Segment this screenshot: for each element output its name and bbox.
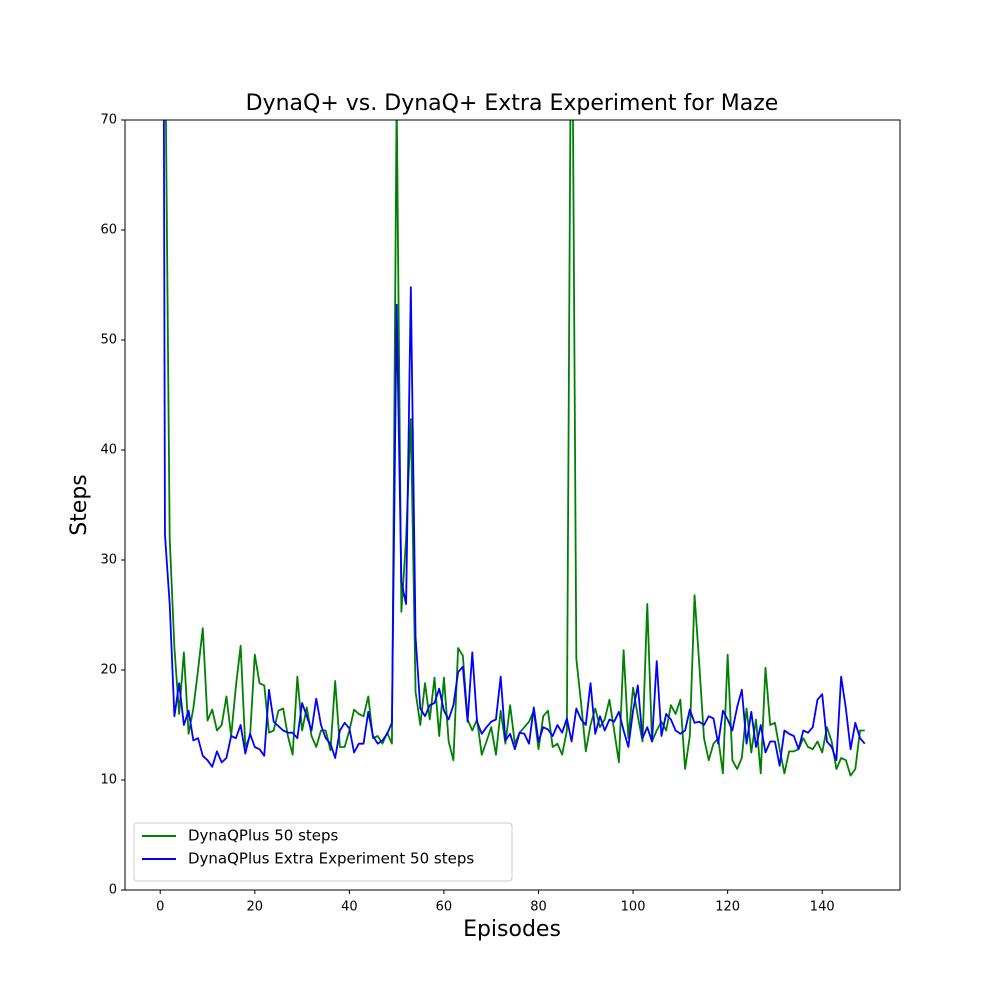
x-tick-label: 120 <box>715 900 740 915</box>
y-tick-label: 40 <box>100 443 117 458</box>
x-tick-label: 0 <box>156 900 164 915</box>
x-axis-label: Episodes <box>463 917 561 942</box>
legend-label: DynaQPlus 50 steps <box>188 827 339 845</box>
y-tick-label: 70 <box>100 113 117 128</box>
plot-frame <box>124 119 901 891</box>
x-tick-label: 80 <box>530 900 547 915</box>
y-tick-label: 30 <box>100 553 117 568</box>
legend-box <box>133 822 513 882</box>
y-tick-label: 0 <box>109 883 117 898</box>
x-tick-label: 40 <box>341 900 358 915</box>
legend-label: DynaQPlus Extra Experiment 50 steps <box>188 850 474 868</box>
y-axis-label: Steps <box>67 474 92 536</box>
x-tick-label: 140 <box>810 900 835 915</box>
x-tick-label: 60 <box>436 900 453 915</box>
line-series <box>162 120 866 768</box>
x-tick-label: 100 <box>621 900 646 915</box>
y-tick-label: 10 <box>100 773 117 788</box>
plot-area <box>162 120 866 777</box>
line-series <box>165 120 865 777</box>
y-tick-label: 20 <box>100 663 117 678</box>
x-tick-label: 20 <box>247 900 264 915</box>
y-tick-label: 50 <box>100 333 117 348</box>
chart-title: DynaQ+ vs. DynaQ+ Extra Experiment for M… <box>246 91 779 116</box>
legend: DynaQPlus 50 steps DynaQPlus Extra Experi… <box>133 822 513 882</box>
y-tick-label: 60 <box>100 223 117 238</box>
